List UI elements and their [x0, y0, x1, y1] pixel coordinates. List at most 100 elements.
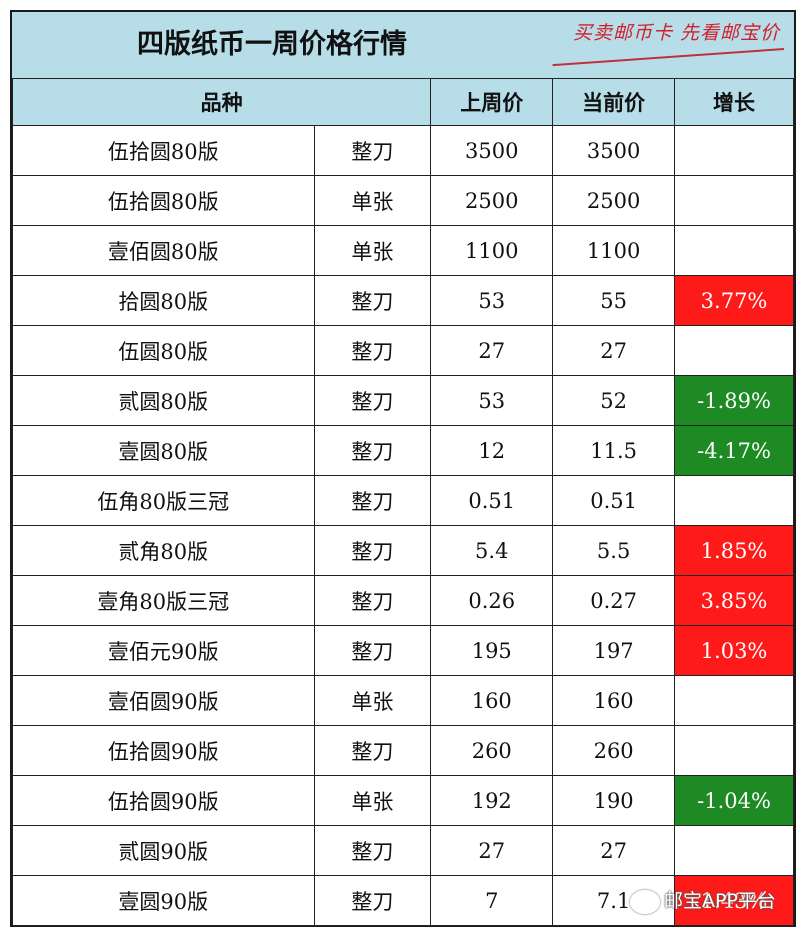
cell-name: 壹圆90版: [12, 875, 315, 926]
table-row: 贰圆90版 整刀 27 27: [12, 825, 794, 876]
cell-name: 伍拾圆80版: [12, 175, 315, 226]
cell-current: 5.5: [552, 525, 676, 576]
cell-growth: [674, 675, 794, 726]
cell-name: 壹佰元90版: [12, 625, 315, 676]
cell-current: 260: [552, 725, 676, 776]
cell-type: 整刀: [313, 275, 432, 326]
cell-current: 0.27: [552, 575, 676, 626]
header-row: 品种 上周价 当前价 增长: [11, 78, 794, 126]
table-row: 伍拾圆90版 单张 192 190 -1.04%: [12, 775, 794, 826]
cell-growth: [674, 475, 794, 526]
cell-current: 1100: [552, 225, 676, 276]
cell-current: 190: [552, 775, 676, 826]
cell-growth: 1.85%: [674, 525, 794, 576]
slogan-underline: [552, 48, 785, 67]
cell-name: 伍拾圆90版: [12, 775, 315, 826]
price-table: 品种 上周价 当前价 增长 伍拾圆80版 整刀 3500 3500 伍拾圆80版 单张 25…: [11, 78, 794, 926]
cell-name: 伍角80版三冠: [12, 475, 315, 526]
cell-last-week: 53: [430, 275, 554, 326]
header-variety: 品种: [11, 78, 432, 126]
cell-growth: -1.89%: [674, 375, 794, 426]
cell-last-week: 7: [430, 875, 554, 926]
cell-type: 整刀: [313, 325, 432, 376]
page-title: 四版纸币一周价格行情: [137, 29, 407, 60]
cell-last-week: 53: [430, 375, 554, 426]
cell-current: 27: [552, 325, 676, 376]
cell-type: 整刀: [313, 825, 432, 876]
cell-last-week: 0.51: [430, 475, 554, 526]
cell-type: 单张: [313, 775, 432, 826]
cell-last-week: 0.26: [430, 575, 554, 626]
table-row: 壹佰圆90版 单张 160 160: [12, 675, 794, 726]
table-row: 贰角80版 整刀 5.4 5.5 1.85%: [12, 525, 794, 576]
watermark-text: 邮宝APP平台: [664, 890, 776, 912]
cell-last-week: 12: [430, 425, 554, 476]
cell-name: 壹佰圆80版: [12, 225, 315, 276]
cell-type: 整刀: [313, 375, 432, 426]
cell-current: 52: [552, 375, 676, 426]
cell-type: 整刀: [313, 575, 432, 626]
cell-last-week: 27: [430, 825, 554, 876]
cell-growth: [674, 225, 794, 276]
cell-current: 11.5: [552, 425, 676, 476]
cell-current: 3500: [552, 125, 676, 176]
cell-name: 拾圆80版: [12, 275, 315, 326]
cell-last-week: 192: [430, 775, 554, 826]
cell-type: 整刀: [313, 725, 432, 776]
table-row: 拾圆80版 整刀 53 55 3.77%: [12, 275, 794, 326]
wechat-icon: [630, 889, 660, 914]
cell-current: 55: [552, 275, 676, 326]
table-row: 壹圆80版 整刀 12 11.5 -4.17%: [12, 425, 794, 476]
watermark: 邮宝APP平台: [630, 888, 776, 914]
cell-last-week: 5.4: [430, 525, 554, 576]
cell-growth: [674, 125, 794, 176]
cell-last-week: 1100: [430, 225, 554, 276]
slogan-text: 买卖邮币卡 先看邮宝价: [572, 22, 780, 44]
cell-name: 壹角80版三冠: [12, 575, 315, 626]
cell-current: 160: [552, 675, 676, 726]
cell-current: 27: [552, 825, 676, 876]
cell-type: 整刀: [313, 475, 432, 526]
cell-name: 壹佰圆90版: [12, 675, 315, 726]
price-sheet: 四版纸币一周价格行情 买卖邮币卡 先看邮宝价 品种 上周价 当前价 增长 伍拾圆…: [10, 10, 796, 927]
cell-name: 壹圆80版: [12, 425, 315, 476]
table-row: 伍拾圆90版 整刀 260 260: [12, 725, 794, 776]
cell-growth: -1.04%: [674, 775, 794, 826]
cell-last-week: 27: [430, 325, 554, 376]
cell-last-week: 195: [430, 625, 554, 676]
table-row: 伍拾圆80版 整刀 3500 3500: [12, 125, 794, 176]
cell-last-week: 3500: [430, 125, 554, 176]
cell-growth: 1.03%: [674, 625, 794, 676]
cell-type: 单张: [313, 225, 432, 276]
cell-last-week: 160: [430, 675, 554, 726]
cell-growth: 1.43%: [674, 875, 794, 926]
cell-last-week: 260: [430, 725, 554, 776]
cell-type: 整刀: [313, 425, 432, 476]
cell-name: 贰圆80版: [12, 375, 315, 426]
cell-type: 整刀: [313, 875, 432, 926]
table-row: 伍角80版三冠 整刀 0.51 0.51: [12, 475, 794, 526]
cell-current: 0.51: [552, 475, 676, 526]
cell-name: 伍拾圆80版: [12, 125, 315, 176]
cell-current: 197: [552, 625, 676, 676]
table-row: 伍圆80版 整刀 27 27: [12, 325, 794, 376]
table-row: 贰圆80版 整刀 53 52 -1.89%: [12, 375, 794, 426]
table-row: 壹佰圆80版 单张 1100 1100: [12, 225, 794, 276]
cell-growth: [674, 825, 794, 876]
table-row: 壹角80版三冠 整刀 0.26 0.27 3.85%: [12, 575, 794, 626]
cell-growth: -4.17%: [674, 425, 794, 476]
title-bar: 四版纸币一周价格行情 买卖邮币卡 先看邮宝价: [12, 12, 794, 80]
cell-growth: 3.85%: [674, 575, 794, 626]
cell-type: 整刀: [313, 525, 432, 576]
cell-name: 贰圆90版: [12, 825, 315, 876]
header-last-week: 上周价: [430, 78, 554, 126]
cell-type: 单张: [313, 675, 432, 726]
cell-name: 伍圆80版: [12, 325, 315, 376]
cell-growth: [674, 725, 794, 776]
header-current: 当前价: [552, 78, 676, 126]
cell-type: 单张: [313, 175, 432, 226]
cell-name: 伍拾圆90版: [12, 725, 315, 776]
cell-growth: 3.77%: [674, 275, 794, 326]
cell-type: 整刀: [313, 625, 432, 676]
header-growth: 增长: [674, 78, 794, 126]
